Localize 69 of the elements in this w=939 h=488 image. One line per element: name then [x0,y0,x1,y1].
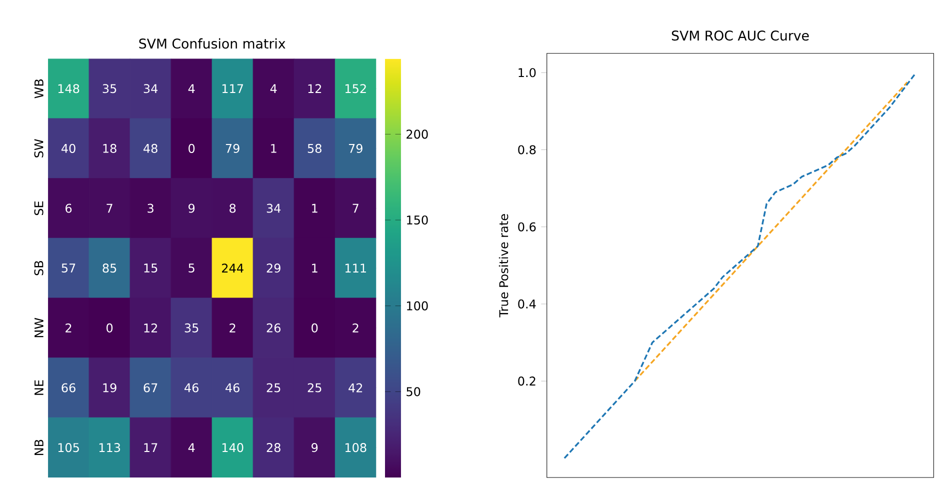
data-label: 244 [222,264,244,272]
data-label: 19 [103,383,116,392]
data-label: 85 [102,263,116,273]
data-label: 4 [188,443,195,452]
y-tick-label: SW [34,138,44,158]
data-label: 148 [58,84,80,94]
data-label: 35 [184,323,198,332]
data-label: 4 [270,84,277,93]
data-label: 26 [266,323,280,332]
chart-title: SVM ROC AUC Curve [672,30,809,41]
y-tick-label: 0.4 [518,299,536,308]
data-label: 79 [348,144,362,153]
data-label: 57 [62,264,76,272]
data-label: 0 [188,144,195,153]
data-label: 40 [61,144,76,153]
y-tick-label: 1.0 [518,68,536,78]
data-label: 58 [308,144,322,153]
data-label: 108 [345,442,366,452]
data-label: 0 [312,323,318,332]
y-tick-label: NB [34,440,44,455]
y-tick-label: NE [34,380,44,395]
data-label: 25 [308,383,322,392]
data-label: 29 [266,263,280,273]
data-label: 46 [226,383,240,392]
data-label: 111 [345,264,366,272]
y-tick-label: 0.2 [518,376,536,386]
data-label: 1 [312,264,318,272]
color-bar-label: 50 [406,387,420,396]
data-label: 34 [144,84,158,94]
data-label: 1 [312,204,318,213]
data-label: 5 [188,264,194,272]
data-label: 34 [266,204,281,213]
y-tick-label: NW [34,318,44,338]
color-bar-label: 100 [407,301,428,310]
data-label: 105 [58,442,79,452]
color-bar-label: 200 [406,130,428,139]
data-label: 113 [99,442,120,452]
data-label: 67 [144,383,158,392]
y-tick-label: SE [34,201,44,215]
data-label: 140 [222,442,244,452]
data-label: 48 [144,144,158,153]
y-tick-label: WB [34,79,44,98]
data-label: 117 [222,84,244,93]
data-label: 79 [226,144,240,153]
data-label: 4 [188,84,195,93]
data-label: 18 [103,144,116,153]
color-bar-label: 150 [407,215,428,224]
data-label: 0 [106,323,113,332]
chart-title: SVM Confusion matrix [139,38,286,49]
data-label: 3 [148,204,154,213]
y-axis-title: True Positive rate [498,214,508,318]
data-label: 35 [102,84,116,94]
data-label: 2 [352,323,358,332]
data-label: 9 [188,204,195,213]
data-label: 9 [312,442,318,452]
data-label: 8 [230,204,236,213]
data-label: 46 [184,383,198,392]
data-label: 152 [345,84,366,94]
data-label: 12 [144,323,158,332]
data-label: 1 [271,144,276,153]
data-label: 7 [106,204,112,213]
y-tick-label: 0.6 [518,222,536,232]
y-tick-label: SB [34,260,44,276]
data-label: 2 [230,323,236,332]
data-label: 15 [144,264,158,272]
data-label: 12 [308,84,322,93]
data-label: 2 [66,323,72,332]
data-label: 25 [266,383,280,392]
y-tick-label: 0.8 [518,145,536,154]
